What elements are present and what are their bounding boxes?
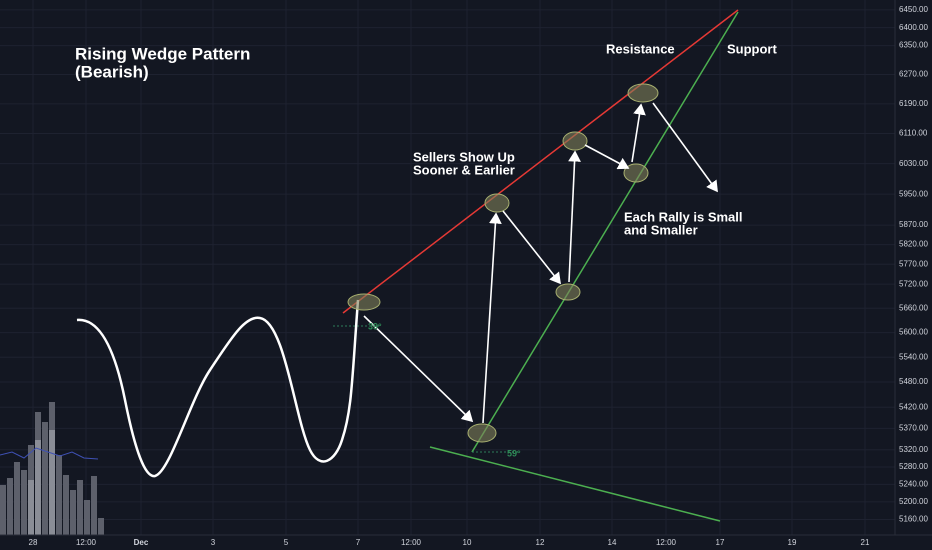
x-tick-label: 5 [284,538,289,547]
y-tick-label: 5320.00 [899,445,928,454]
resistance-line [342,9,739,314]
y-tick-label: 6450.00 [899,5,928,14]
y-tick-label: 5950.00 [899,189,928,198]
y-tick-label: 5280.00 [899,462,928,471]
y-tick-label: 6400.00 [899,23,928,32]
x-tick-label: 12 [536,538,545,547]
y-tick-label: 5820.00 [899,240,928,249]
price-sketch [76,299,360,478]
x-tick-label: 17 [716,538,725,547]
x-tick-label: 28 [29,538,38,547]
support-line [471,11,739,453]
y-tick-label: 5160.00 [899,515,928,524]
arrows [363,102,718,424]
y-tick-label: 6110.00 [899,129,928,138]
x-tick-label: 3 [211,538,216,547]
y-tick-label: 5370.00 [899,423,928,432]
annotation: and Smaller [624,222,698,237]
annotation: Sooner & Earlier [413,162,515,177]
annotation: Each Rally is Small [624,209,743,224]
y-tick-label: 5660.00 [899,303,928,312]
angle-label: 39° [368,321,382,331]
grid [0,0,895,535]
y-tick-label: 5420.00 [899,402,928,411]
y-tick-label: 5870.00 [899,220,928,229]
y-tick-label: 5200.00 [899,497,928,506]
y-tick-label: 5540.00 [899,352,928,361]
volume-highlights [28,430,55,535]
x-tick-label: 7 [356,538,361,547]
x-tick-label: 10 [463,538,472,547]
y-tick-label: 6270.00 [899,70,928,79]
y-tick-label: 5600.00 [899,328,928,337]
touch-points [347,83,659,443]
x-tick-label: 12:00 [76,538,97,547]
annotation: Support [727,41,777,56]
x-tick-label: 12:00 [656,538,677,547]
x-tick-label: 19 [788,538,797,547]
y-tick-label: 6350.00 [899,41,928,50]
y-tick-label: 6030.00 [899,159,928,168]
y-tick-label: 5240.00 [899,479,928,488]
x-tick-label: 12:00 [401,538,422,547]
title: Rising Wedge Pattern [75,44,250,63]
lower-line [429,446,721,522]
price-axis-bg [895,0,932,550]
x-tick-label: 21 [861,538,870,547]
y-tick-label: 5770.00 [899,259,928,268]
y-tick-label: 5480.00 [899,377,928,386]
x-tick-label: Dec [134,538,149,547]
subtitle: (Bearish) [75,62,149,81]
annotation: Resistance [606,41,675,56]
volume-ma [0,447,99,460]
y-tick-label: 5720.00 [899,279,928,288]
y-tick-label: 6190.00 [899,99,928,108]
angle-label: 59° [507,448,521,458]
x-tick-label: 14 [608,538,617,547]
annotation: Sellers Show Up [413,149,515,164]
